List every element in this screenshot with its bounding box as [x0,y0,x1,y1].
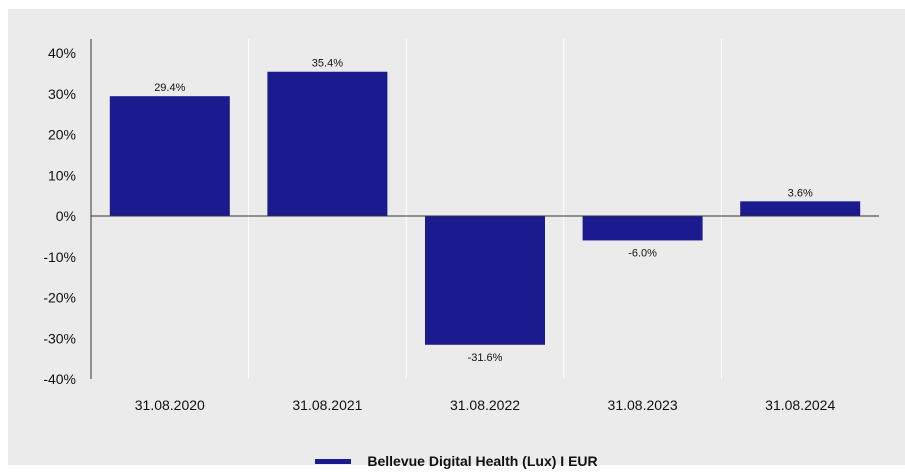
y-tick-label: -40% [43,371,76,387]
data-label: 3.6% [788,187,813,199]
bar [582,216,703,241]
y-tick-label: -20% [43,290,76,306]
x-tick-label: 31.08.2021 [292,397,362,413]
bar [109,96,230,216]
y-tick-label: 40% [48,45,76,61]
chart-panel: 40% 30% 20% 10% 0% -10% -20% -30% -40% 29.4% 35.4%… [8,9,905,469]
bar [267,71,388,216]
y-tick-label: 30% [48,86,76,102]
data-label: 29.4% [154,82,185,94]
data-label: 35.4% [312,58,343,70]
legend-swatch [315,458,352,464]
x-tick-label: 31.08.2023 [608,397,678,413]
legend: Bellevue Digital Health (Lux) I EUR [8,449,905,473]
bar [740,201,861,216]
bar-chart: 40% 30% 20% 10% 0% -10% -20% -30% -40% 29.4% 35.4%… [43,39,879,413]
y-tick-label: 10% [48,167,76,183]
y-tick-label: -30% [43,330,76,346]
x-tick-label: 31.08.2020 [135,397,205,413]
bar [425,216,545,345]
data-label: -31.6% [468,352,503,364]
x-tick-label: 31.08.2022 [450,397,520,413]
y-tick-label: 20% [48,127,76,143]
data-label: -6.0% [628,247,657,259]
y-tick-label: -10% [43,249,76,265]
x-tick-label: 31.08.2024 [765,397,835,413]
y-tick-label: 0% [56,208,76,224]
legend-label: Bellevue Digital Health (Lux) I EUR [367,453,598,469]
